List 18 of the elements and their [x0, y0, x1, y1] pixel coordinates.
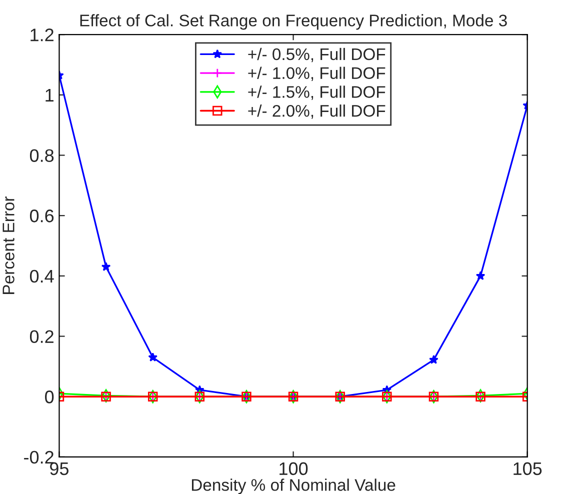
y-tick-label: 0.6 [30, 210, 54, 222]
y-tick-label: 0.8 [30, 149, 54, 162]
y-axis-title: Percent Error [2, 196, 14, 294]
legend-label: +/- 2.0%, Full DOF [248, 104, 386, 119]
x-tick-label: 100 [280, 462, 308, 476]
legend-label: +/- 1.0%, Full DOF [248, 66, 386, 81]
legend-label: +/- 0.5%, Full DOF [248, 48, 386, 62]
legend-label: +/- 1.5%, Full DOF [248, 86, 386, 100]
y-tick-label: 1.2 [30, 28, 54, 42]
y-tick-label: 0.4 [30, 270, 54, 283]
chart-title: Effect of Cal. Set Range on Frequency Prediction, Mode 3 [80, 14, 507, 30]
x-axis-title: Density % of Nominal Value [192, 478, 396, 494]
y-tick-label: -0.2 [24, 450, 54, 464]
y-tick-label: 0.2 [30, 330, 54, 343]
x-tick-label: 95 [50, 462, 69, 476]
y-tick-label: 1 [46, 89, 54, 102]
y-tick-label: 0 [45, 390, 54, 404]
x-tick-label: 105 [514, 462, 542, 476]
